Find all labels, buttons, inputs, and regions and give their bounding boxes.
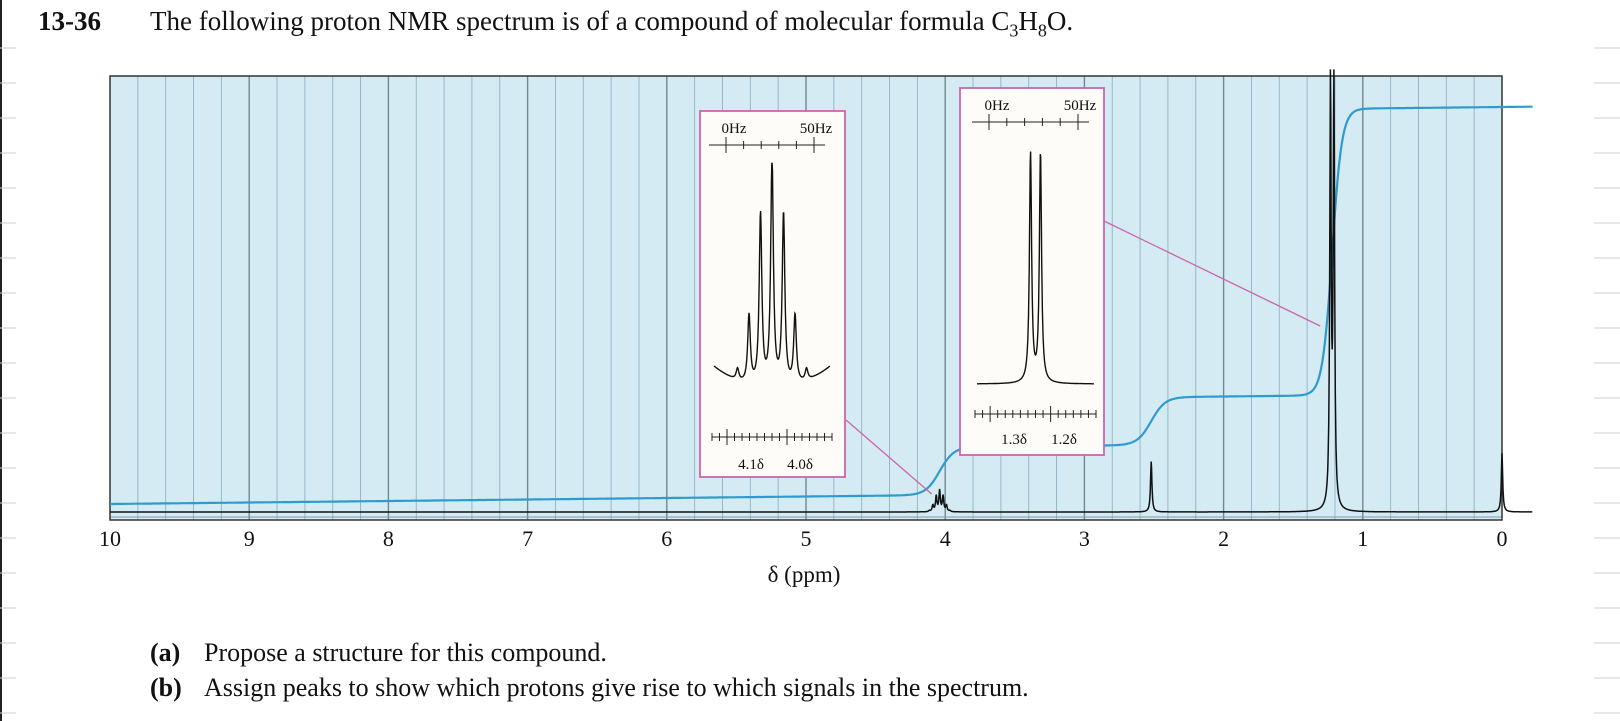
page-left-rule — [0, 0, 2, 721]
problem-statement: The following proton NMR spectrum is of … — [150, 6, 1073, 41]
integral-curve — [110, 105, 1533, 506]
problem-number: 13-36 — [38, 6, 101, 36]
spectrum-trace — [110, 69, 1533, 513]
question-b: (b) Assign peaks to show which protons gi… — [150, 673, 1029, 703]
inset-ppm-label: 4.0δ — [787, 457, 813, 473]
inset-ppm-label: 1.2δ — [1051, 432, 1077, 448]
inset-multiplet-trace — [713, 162, 831, 378]
formula-subscript-h: 8 — [1037, 20, 1047, 41]
inset-connector-line — [1103, 220, 1321, 327]
inset-connector-line — [845, 419, 933, 495]
inset-hz-label: 0Hz — [985, 98, 1010, 114]
question-b-label: (b) — [150, 673, 182, 702]
x-tick-label: 2 — [1218, 526, 1229, 551]
x-tick-label: 8 — [383, 526, 394, 551]
x-tick-label: 6 — [661, 526, 672, 551]
question-a-text: Propose a structure for this compound. — [204, 638, 607, 667]
inset-ppm-label: 1.3δ — [1001, 432, 1027, 448]
x-tick-label: 1 — [1357, 526, 1368, 551]
question-a: (a) Propose a structure for this compound… — [150, 638, 607, 668]
question-b-text: Assign peaks to show which protons give … — [204, 673, 1029, 702]
x-tick-label: 9 — [244, 526, 255, 551]
inset-hz-label: 50Hz — [1064, 98, 1097, 114]
problem-text: The following proton NMR spectrum is of … — [150, 6, 1010, 36]
inset-hz-label: 0Hz — [722, 121, 747, 137]
x-tick-label: 10 — [99, 526, 121, 551]
x-tick-label: 3 — [1079, 526, 1090, 551]
formula-h: H — [1018, 6, 1038, 36]
formula-subscript-c: 3 — [1009, 20, 1019, 41]
x-tick-label: 0 — [1497, 526, 1508, 551]
x-tick-label: 4 — [940, 526, 951, 551]
x-tick-label: 7 — [522, 526, 533, 551]
inset-hz-label: 50Hz — [800, 121, 833, 137]
formula-end: O. — [1046, 6, 1074, 36]
question-a-label: (a) — [150, 638, 181, 667]
plot-frame — [109, 75, 1503, 521]
inset-multiplet-trace — [977, 151, 1094, 385]
x-axis-label: δ (ppm) — [768, 562, 841, 587]
inset-ppm-label: 4.1δ — [738, 457, 764, 473]
x-tick-label: 5 — [801, 526, 812, 551]
